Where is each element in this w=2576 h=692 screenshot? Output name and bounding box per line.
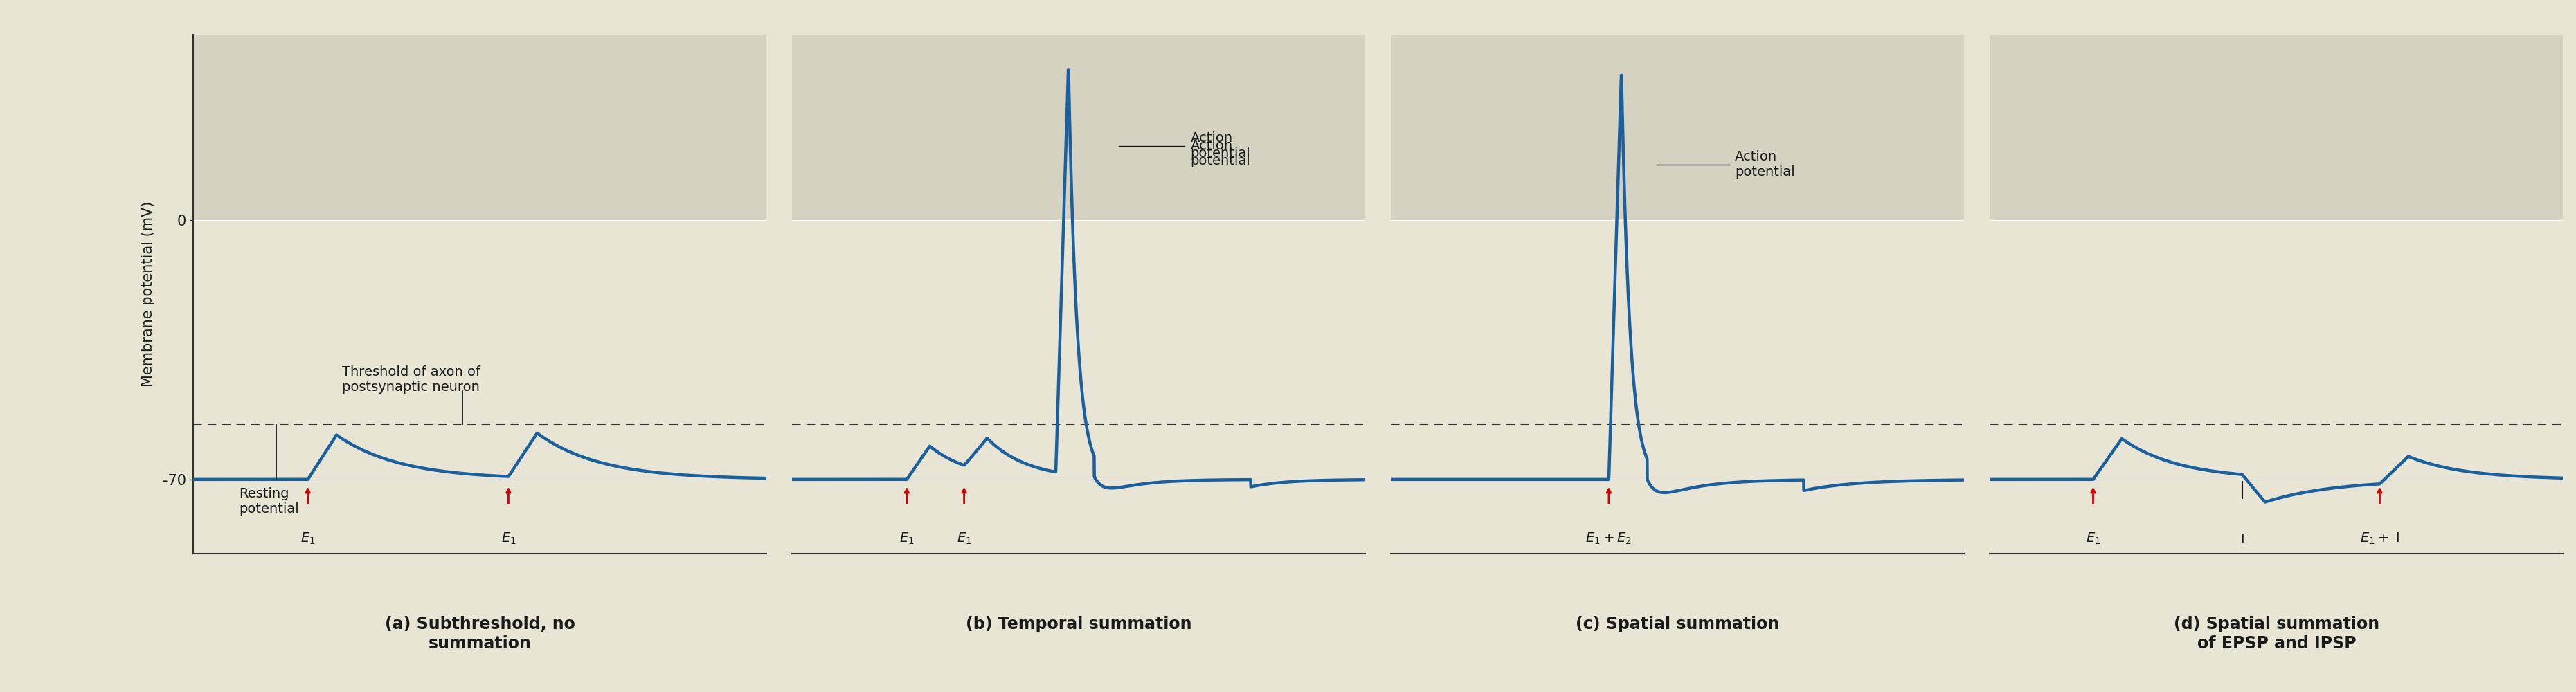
Text: $E_1$: $E_1$ xyxy=(899,531,914,546)
Text: Action
potential: Action potential xyxy=(1190,131,1249,160)
Text: (a) Subthreshold, no
summation: (a) Subthreshold, no summation xyxy=(384,616,574,652)
Y-axis label: Membrane potential (mV): Membrane potential (mV) xyxy=(142,201,155,387)
Text: $E_1$: $E_1$ xyxy=(956,531,971,546)
Text: $E_1$: $E_1$ xyxy=(301,531,314,546)
Text: Threshold of axon of
postsynaptic neuron: Threshold of axon of postsynaptic neuron xyxy=(343,365,482,394)
Text: $E_1$: $E_1$ xyxy=(500,531,515,546)
Text: (c) Spatial summation: (c) Spatial summation xyxy=(1577,616,1780,632)
Bar xyxy=(791,35,1365,220)
Text: (b) Temporal summation: (b) Temporal summation xyxy=(966,616,1193,632)
Text: Action
potential: Action potential xyxy=(1190,139,1249,167)
Bar xyxy=(1989,35,2563,220)
Text: (d) Spatial summation
of EPSP and IPSP: (d) Spatial summation of EPSP and IPSP xyxy=(2174,616,2380,652)
Text: Resting
potential: Resting potential xyxy=(240,487,299,516)
Text: $E_1 +$ I: $E_1 +$ I xyxy=(2360,531,2401,546)
Text: $E_1$: $E_1$ xyxy=(2087,531,2099,546)
Bar xyxy=(1391,35,1963,220)
Text: I: I xyxy=(2241,533,2244,546)
Text: Action
potential: Action potential xyxy=(1734,150,1795,179)
Bar xyxy=(193,35,765,220)
Text: $E_1 + E_2$: $E_1 + E_2$ xyxy=(1587,531,1633,546)
